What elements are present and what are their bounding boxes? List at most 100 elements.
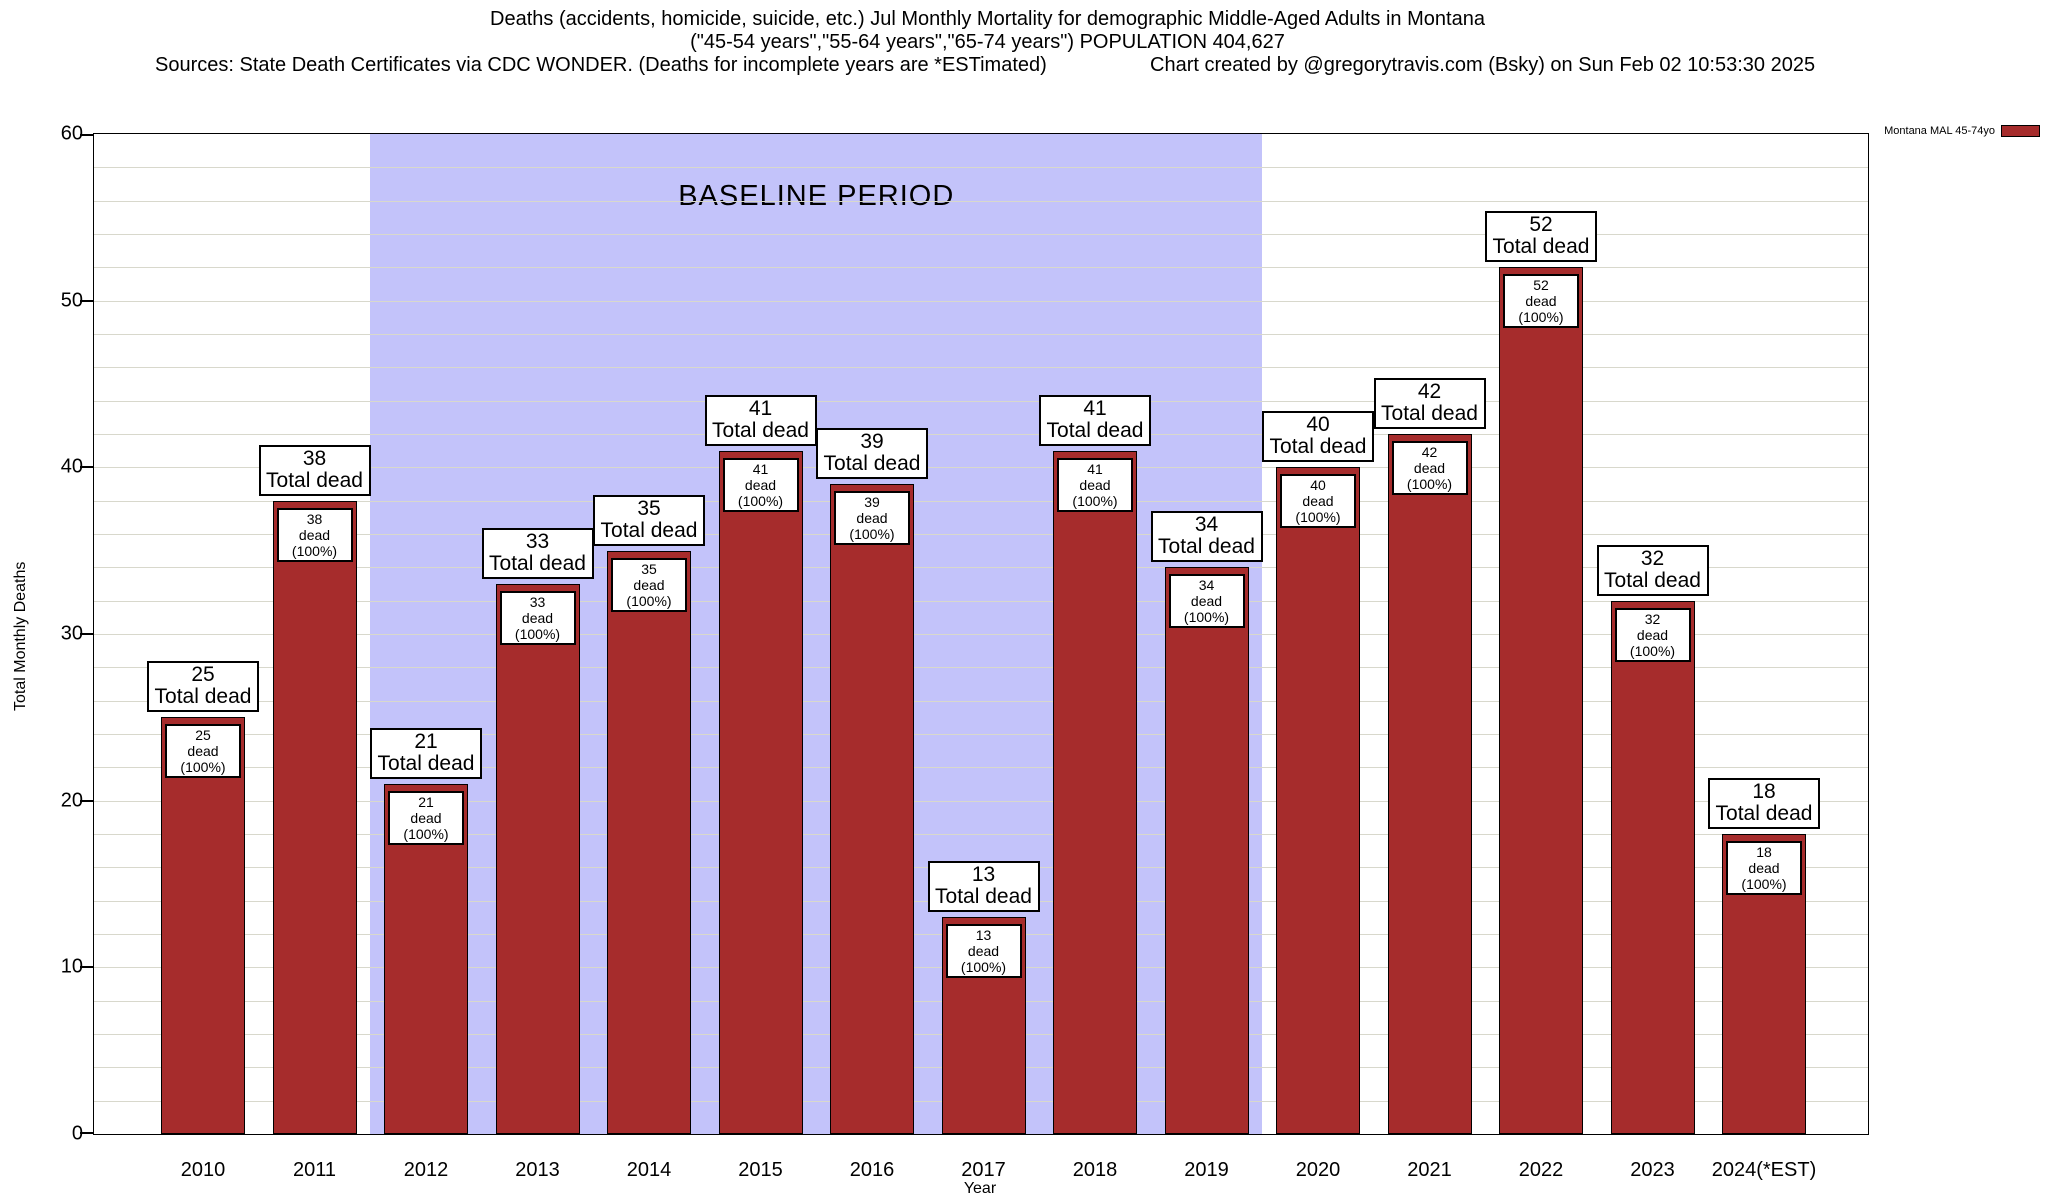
gridline-46: [94, 367, 1868, 369]
y-tick-label-10: 10: [60, 955, 83, 978]
bar-inner-value: 33: [529, 594, 546, 610]
plot-area: BASELINE PERIOD 0 10 20 30 40 50 60 25 dead (100…: [61, 123, 1869, 1181]
gridline-34: [94, 567, 1868, 569]
bar-total-label-2010: 25 Total dead: [147, 661, 259, 713]
gridline-54: [94, 234, 1868, 235]
bar-inner-caption: dead (100%): [1295, 493, 1341, 526]
y-tick-mark-50: [80, 299, 93, 302]
bar-total-value: 41: [1083, 396, 1107, 420]
bar-inner-value: 13: [975, 927, 992, 944]
x-category-label-2013: 2013: [515, 1159, 560, 1181]
gridline-50: [94, 300, 1868, 302]
bar-total-caption: Total dead: [266, 468, 363, 492]
gridline-20: [94, 800, 1868, 802]
bar-inner-label-2021: 42 dead (100%): [1391, 441, 1468, 495]
x-category-label-2017: 2017: [961, 1159, 1006, 1181]
bar-inner-label-2010: 25 dead (100%): [165, 724, 241, 779]
x-category-label-2014: 2014: [626, 1159, 672, 1181]
bar-total-caption: Total dead: [154, 685, 252, 709]
bar-inner-value: 41: [1087, 460, 1103, 477]
y-tick-label-60: 60: [60, 122, 83, 145]
chart-title-line2: ("45-54 years","55-64 years","65-74 year…: [690, 31, 1285, 53]
bar-2019: 34 dead (100%): [1164, 567, 1249, 1134]
bar-total-value: 40: [1306, 413, 1330, 437]
bar-inner-value: 18: [1756, 844, 1772, 860]
bar-inner-label-2015: 41 dead (100%): [722, 457, 799, 512]
bar-total-value: 34: [1194, 513, 1219, 537]
sources-note: Sources: State Death Certificates via CD…: [155, 54, 1047, 76]
bar-inner-caption: dead (100%): [849, 510, 895, 542]
legend-label: Montana MAL 45-74yo: [1884, 125, 1995, 137]
bar-2018: 41 dead (100%): [1053, 450, 1137, 1134]
bar-2010: 25 dead (100%): [161, 717, 245, 1134]
legend-color-swatch: [2001, 125, 2040, 137]
bar-total-label-2023: 32 Total dead: [1596, 544, 1709, 596]
gridline-32: [94, 600, 1868, 602]
bar-total-caption: Total dead: [1269, 435, 1367, 459]
bar-2015: 41 dead (100%): [718, 450, 803, 1134]
x-category-label-2021: 2021: [1407, 1159, 1452, 1181]
gridline-28: [94, 667, 1868, 669]
bar-total-label-2014: 35 Total dead: [593, 494, 705, 546]
gridline-44: [94, 400, 1868, 402]
bar-total-value: 21: [414, 730, 438, 753]
y-tick-mark-0: [80, 1132, 93, 1134]
bar-inner-caption: dead (100%): [1183, 593, 1230, 626]
bar-total-caption: Total dead: [1381, 402, 1478, 425]
bar-inner-value: 25: [195, 727, 211, 744]
x-category-label-2024(*EST): 2024(*EST): [1711, 1159, 1817, 1181]
x-axis-title: Year: [963, 1180, 997, 1197]
bar-inner-value: 40: [1310, 477, 1326, 494]
bar-total-value: 32: [1640, 546, 1665, 570]
x-category-label-2018: 2018: [1072, 1159, 1118, 1181]
bar-total-value: 18: [1752, 780, 1776, 803]
bar-inner-value: 39: [864, 494, 880, 510]
bar-total-label-2017: 13 Total dead: [927, 861, 1040, 913]
bar-inner-caption: dead (100%): [1406, 460, 1453, 492]
bar-inner-value: 38: [306, 510, 323, 527]
gridline-38: [94, 500, 1868, 502]
bar-inner-label-2012: 21 dead (100%): [388, 791, 464, 845]
bar-total-label-2012: 21 Total dead: [370, 728, 482, 779]
y-tick-label-50: 50: [60, 289, 83, 312]
bar-2024(*EST): 18 dead (100%): [1722, 834, 1806, 1134]
bar-total-value: 33: [525, 530, 550, 553]
bar-total-value: 25: [191, 663, 215, 687]
bar-2014: 35 dead (100%): [607, 550, 691, 1134]
bar-inner-label-2018: 41 dead (100%): [1057, 457, 1133, 512]
bar-total-value: 39: [860, 430, 884, 453]
bar-inner-caption: dead (100%): [291, 526, 338, 559]
bar-total-label-2021: 42 Total dead: [1373, 378, 1486, 429]
y-tick-label-0: 0: [71, 1122, 83, 1145]
gridline-18: [94, 834, 1868, 835]
bar-total-value: 35: [637, 496, 661, 520]
y-tick-label-40: 40: [60, 455, 83, 478]
bar-inner-value: 42: [1421, 444, 1438, 460]
bar-inner-caption: dead (100%): [403, 810, 449, 842]
gridline-52: [94, 267, 1868, 269]
y-tick-label-30: 30: [60, 622, 83, 645]
x-category-label-2022: 2022: [1518, 1159, 1564, 1181]
bar-total-caption: Total dead: [712, 418, 809, 442]
x-category-label-2015: 2015: [738, 1159, 783, 1181]
gridline-56: [94, 200, 1868, 202]
bar-inner-caption: dead (100%): [1518, 293, 1564, 326]
baseline-period-label: BASELINE PERIOD: [678, 180, 955, 212]
bar-inner-label-2024(*EST): 18 dead (100%): [1726, 841, 1802, 895]
bar-inner-value: 34: [1198, 577, 1215, 594]
bar-inner-caption: dead (100%): [180, 743, 226, 776]
bar-inner-value: 52: [1533, 277, 1549, 294]
y-tick-mark-40: [80, 466, 93, 469]
bar-2011: 38 dead (100%): [272, 500, 357, 1134]
bar-2013: 33 dead (100%): [495, 584, 580, 1134]
bar-inner-label-2014: 35 dead (100%): [611, 557, 687, 612]
bar-total-caption: Total dead: [823, 452, 921, 475]
bar-total-label-2019: 34 Total dead: [1150, 511, 1263, 563]
bar-inner-value: 41: [752, 460, 769, 477]
bar-inner-value: 21: [418, 794, 434, 810]
bar-inner-value: 32: [1644, 610, 1661, 627]
bar-total-caption: Total dead: [935, 885, 1032, 909]
bar-total-caption: Total dead: [489, 552, 586, 575]
y-axis-title: Total Monthly Deaths: [12, 561, 29, 711]
bar-total-label-2018: 41 Total dead: [1039, 394, 1151, 446]
